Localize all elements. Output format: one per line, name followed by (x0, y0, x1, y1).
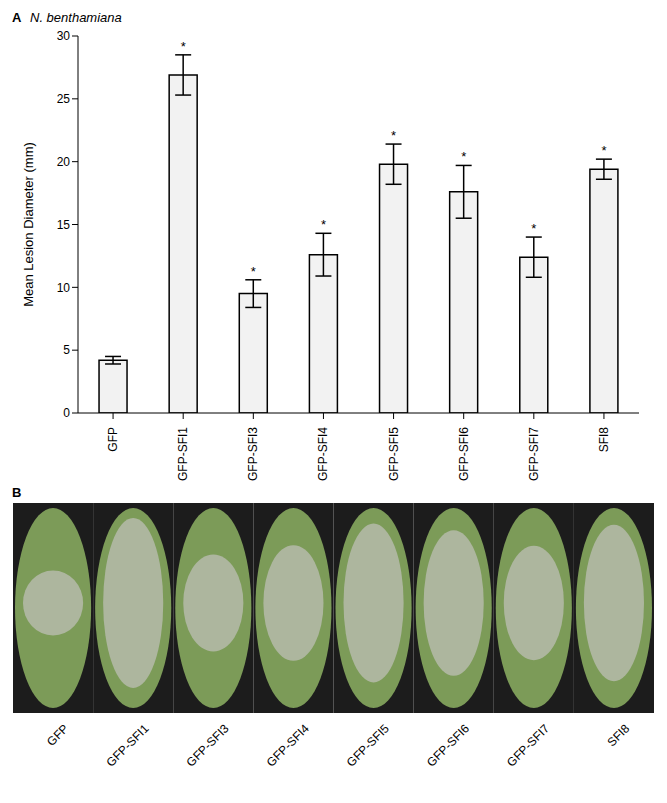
svg-text:15: 15 (57, 218, 71, 232)
svg-text:10: 10 (57, 281, 71, 295)
svg-text:*: * (251, 264, 256, 279)
html-text:A: A (12, 10, 22, 25)
svg-text:GFP-SFI7: GFP-SFI7 (504, 721, 552, 769)
svg-text:GFP-SFI3: GFP-SFI3 (246, 427, 260, 481)
svg-text:GFP: GFP (106, 427, 120, 452)
svg-text:30: 30 (57, 29, 71, 43)
svg-text:GFP-SFI1: GFP-SFI1 (103, 721, 151, 769)
svg-text:GFP-SFI1: GFP-SFI1 (176, 427, 190, 481)
svg-text:*: * (601, 143, 606, 158)
svg-text:GFP-SFI6: GFP-SFI6 (424, 721, 472, 769)
svg-text:GFP: GFP (44, 721, 71, 748)
svg-text:0: 0 (63, 406, 70, 420)
svg-text:SFI8: SFI8 (604, 721, 632, 749)
svg-text:GFP-SFI6: GFP-SFI6 (457, 427, 471, 481)
svg-text:SFI8: SFI8 (597, 427, 611, 453)
svg-text:GFP-SFI3: GFP-SFI3 (184, 721, 232, 769)
svg-text:GFP-SFI4: GFP-SFI4 (264, 721, 312, 769)
svg-text:*: * (531, 221, 536, 236)
svg-text:*: * (321, 217, 326, 232)
svg-text:25: 25 (57, 92, 71, 106)
svg-text:*: * (181, 39, 186, 54)
svg-text:*: * (391, 128, 396, 143)
svg-text:Mean Lesion Diameter (mm): Mean Lesion Diameter (mm) (21, 142, 36, 307)
svg-text:20: 20 (57, 155, 71, 169)
svg-text:GFP-SFI7: GFP-SFI7 (527, 427, 541, 481)
html-text:N. benthamiana: N. benthamiana (30, 10, 122, 25)
svg-text:GFP-SFI5: GFP-SFI5 (344, 721, 392, 769)
svg-text:GFP-SFI4: GFP-SFI4 (316, 427, 330, 481)
svg-text:5: 5 (63, 343, 70, 357)
svg-text:GFP-SFI5: GFP-SFI5 (387, 427, 401, 481)
svg-text:*: * (461, 149, 466, 164)
svg-text:B: B (12, 485, 21, 500)
